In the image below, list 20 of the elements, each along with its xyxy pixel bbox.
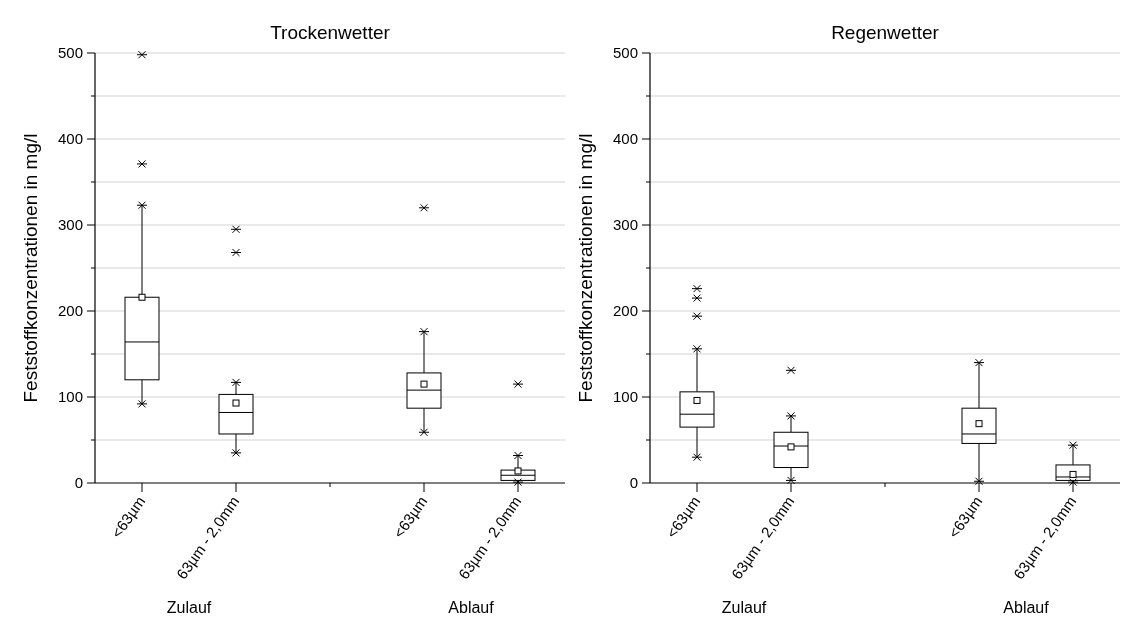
chart-title: Regenwetter xyxy=(831,22,940,43)
y-tick-label: 500 xyxy=(612,44,638,62)
y-tick-label: 300 xyxy=(612,216,638,234)
text: Ablauf xyxy=(448,599,495,616)
text: Ablauf xyxy=(1003,599,1050,616)
y-tick-label: 200 xyxy=(57,302,83,320)
chart-title: Trockenwetter xyxy=(270,22,391,43)
y-tick-label: 500 xyxy=(57,44,83,62)
y-tick-label: 0 xyxy=(74,474,83,492)
y-tick-label: 0 xyxy=(629,474,638,492)
y-axis-title: Feststoffkonzentrationen in mg/l xyxy=(575,133,596,403)
text: Zulauf xyxy=(721,599,767,616)
y-tick-label: 100 xyxy=(57,388,83,406)
text: Zulauf xyxy=(166,599,212,616)
y-tick-label: 200 xyxy=(612,302,638,320)
y-tick-label: 100 xyxy=(612,388,638,406)
y-tick-label: 400 xyxy=(612,130,638,148)
y-tick-label: 400 xyxy=(57,130,83,148)
y-tick-label: 300 xyxy=(57,216,83,234)
y-axis-title: Feststoffkonzentrationen in mg/l xyxy=(20,133,41,403)
